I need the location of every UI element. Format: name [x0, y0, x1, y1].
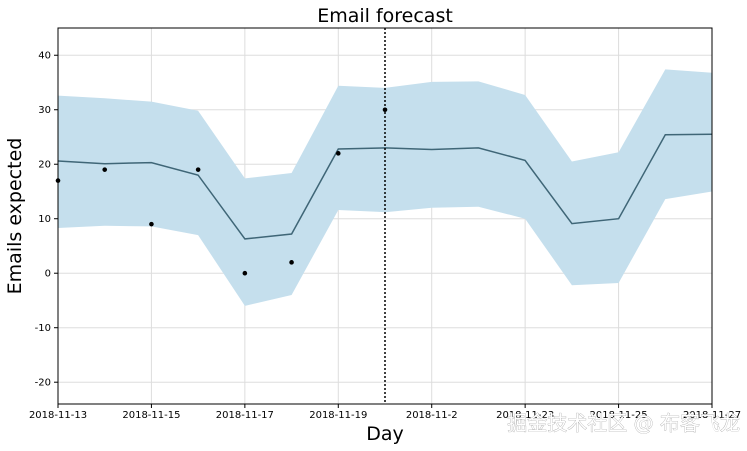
y-ticks: -20 -10 0 10 20 30 40: [35, 51, 58, 389]
y-tick-label: -10: [35, 323, 51, 334]
x-tick-label: 2018-11-2: [406, 410, 458, 421]
y-tick-label: 0: [45, 269, 51, 280]
x-ticks: 2018-11-13 2018-11-15 2018-11-17 2018-11-19…: [29, 404, 741, 421]
chart-title: Email forecast: [317, 5, 453, 27]
data-point: [102, 167, 108, 172]
data-point: [149, 221, 154, 227]
y-tick-label: 40: [38, 51, 51, 62]
x-tick-label: 2018-11-17: [216, 410, 274, 421]
watermark-text: 掘金技术社区 @ 布客飞龙: [507, 411, 740, 435]
x-tick-label: 2018-11-27: [683, 410, 741, 421]
y-axis-label: Emails expected: [4, 138, 26, 295]
x-tick-label: 2018-11-25: [590, 410, 648, 421]
y-tick-label: -20: [35, 378, 51, 389]
x-tick-label: 2018-11-19: [309, 410, 367, 421]
y-tick-label: 20: [38, 160, 51, 171]
uncertainty-band: [58, 69, 712, 306]
forecast-line: [57, 133, 713, 240]
x-axis-label: Day: [366, 423, 404, 445]
x-tick-label: 2018-11-13: [29, 410, 87, 421]
plot-frame: [57, 27, 713, 405]
data-point: [195, 167, 201, 172]
data-point: [335, 151, 341, 156]
data-point: [242, 270, 248, 276]
data-point: [382, 107, 388, 113]
y-tick-label: 30: [38, 105, 51, 116]
data-point: [289, 260, 294, 265]
y-tick-label: 10: [38, 214, 51, 225]
x-tick-label: 2018-11-15: [122, 410, 180, 421]
x-tick-label: 2018-11-23: [496, 410, 554, 421]
